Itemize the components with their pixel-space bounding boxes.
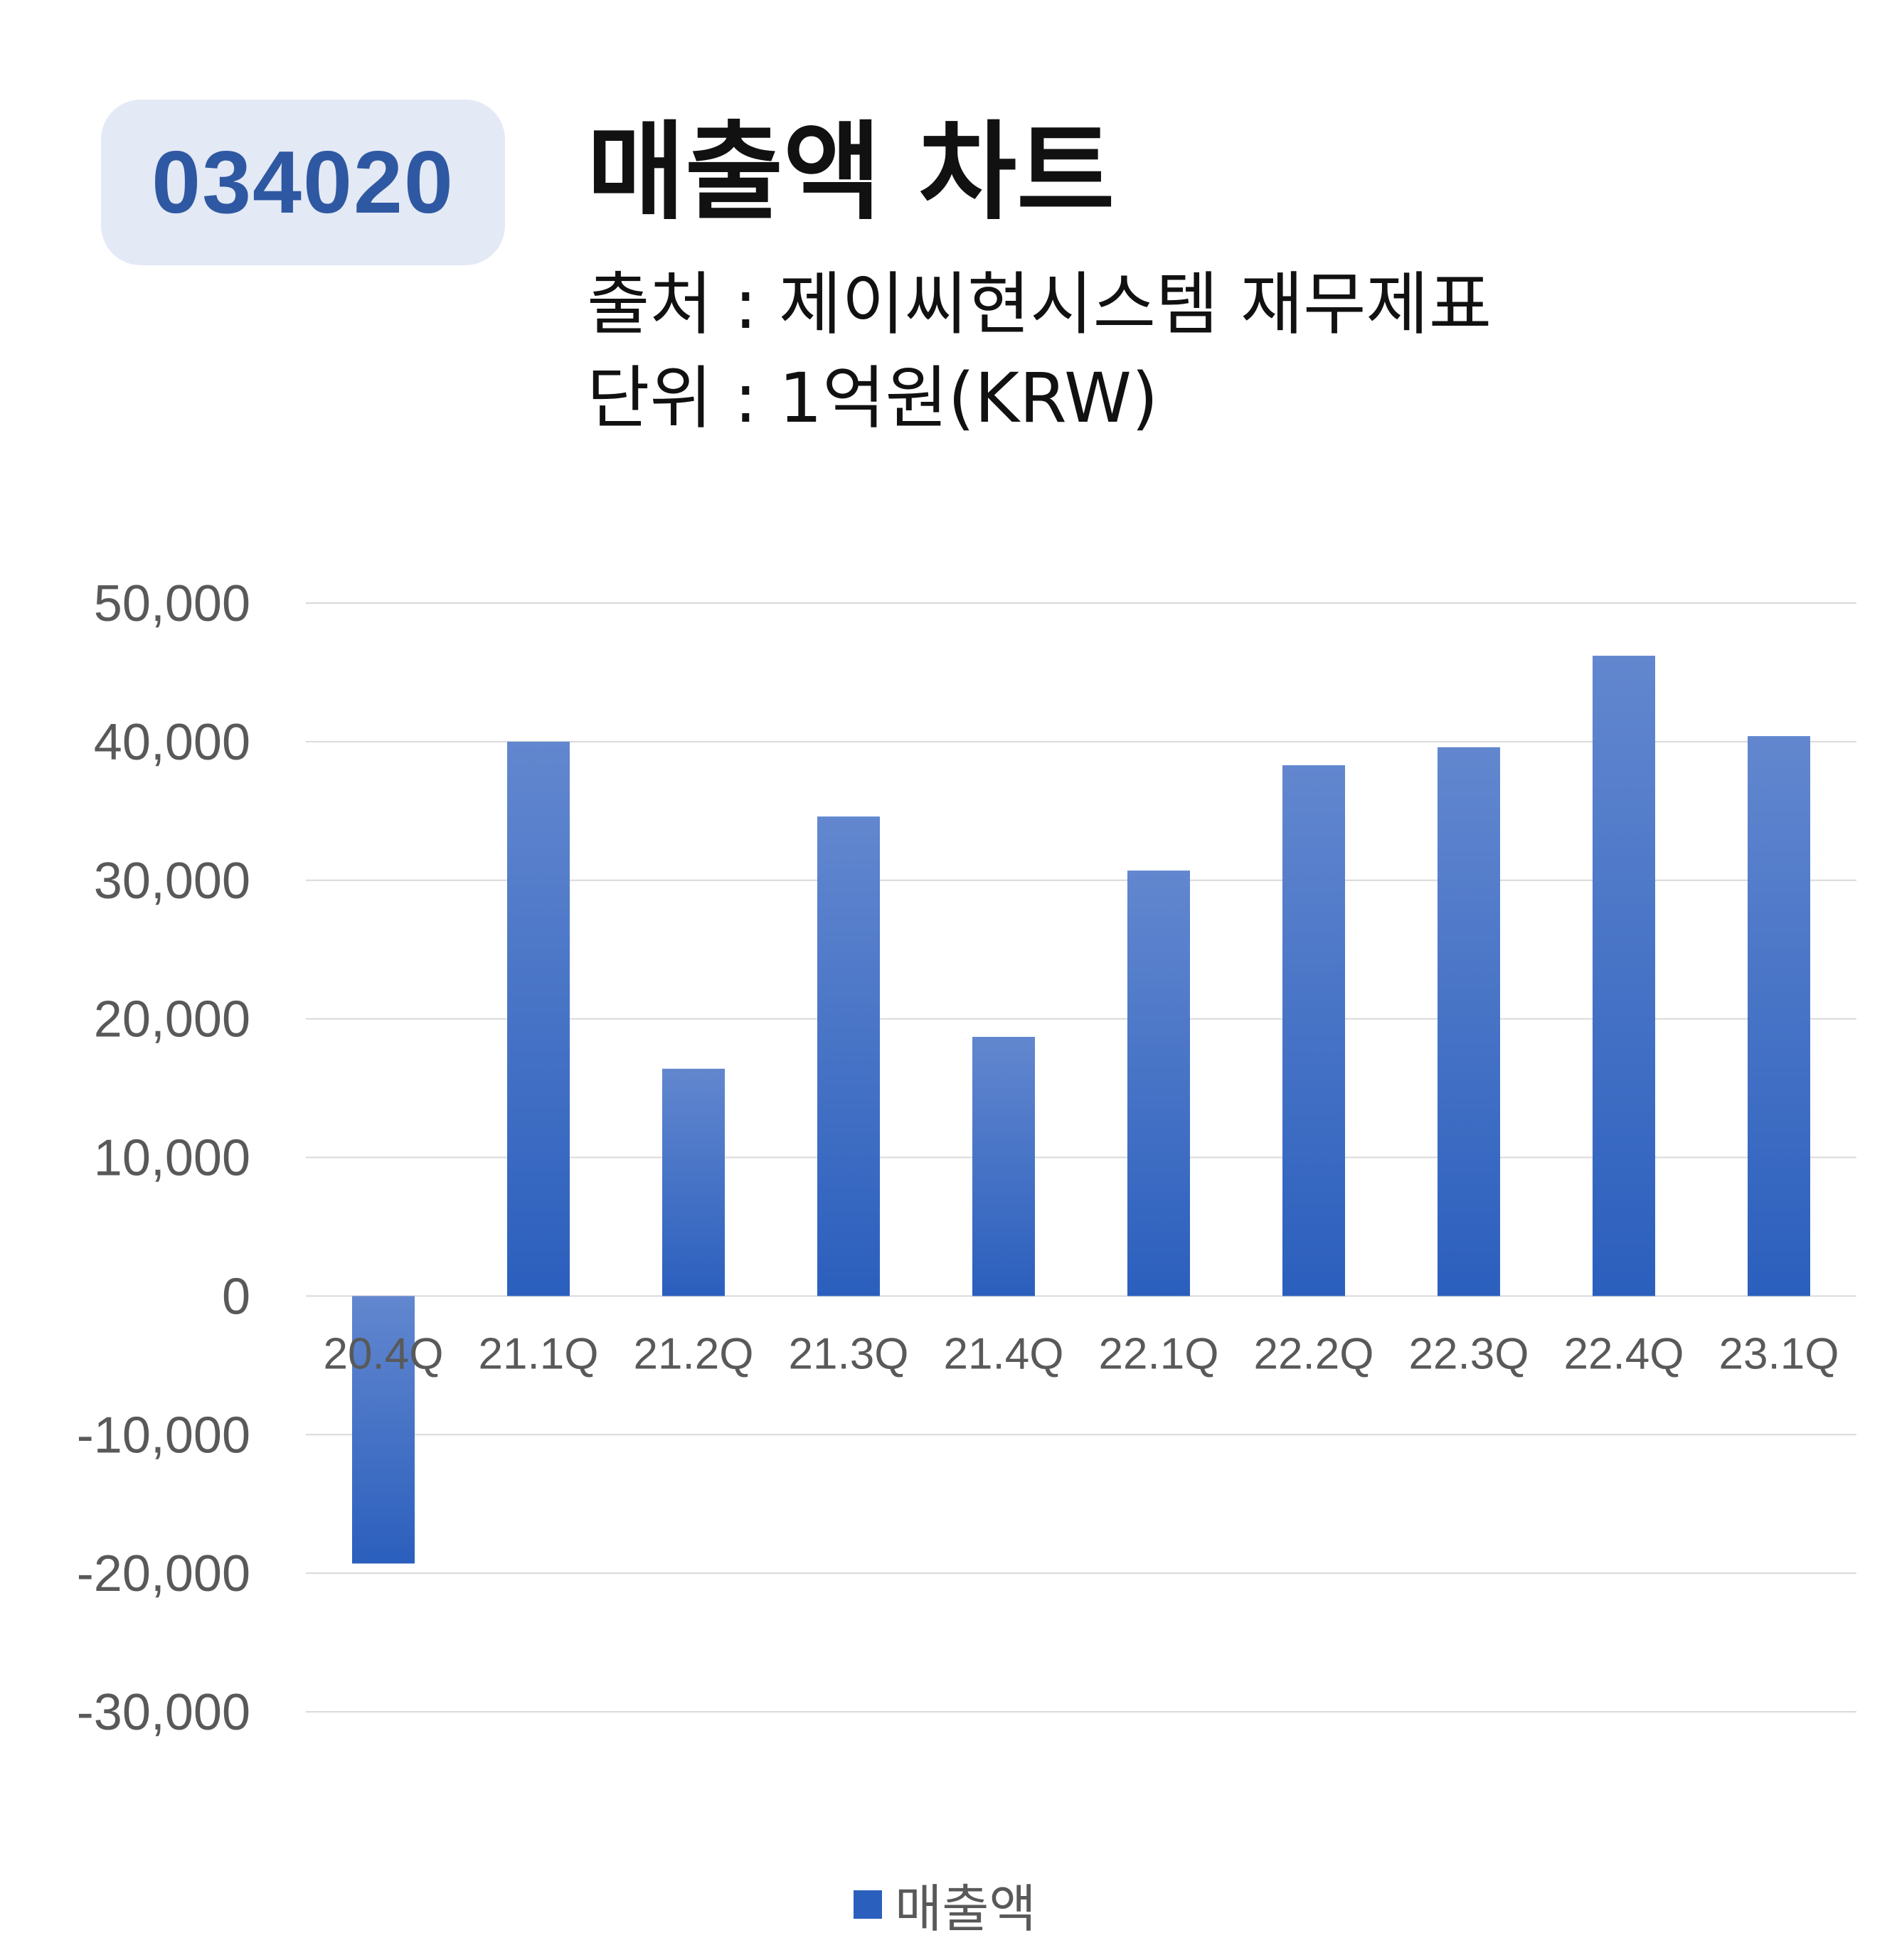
bar-22.2Q	[1282, 765, 1345, 1296]
bar-23.1Q	[1748, 736, 1810, 1296]
y-tick-label: -30,000	[77, 1684, 250, 1741]
y-tick-label: 40,000	[94, 714, 250, 771]
x-tick-label: 21.1Q	[479, 1329, 599, 1378]
unit-label: 단위 : 1억원(KRW)	[587, 358, 1159, 438]
legend-label: 매출액	[895, 1879, 1036, 1939]
x-tick-label: 20.4Q	[324, 1329, 444, 1378]
x-tick-label: 21.3Q	[789, 1329, 909, 1378]
y-tick-label: 10,000	[94, 1130, 250, 1187]
x-tick-label: 21.2Q	[634, 1329, 754, 1378]
source-label: 출처 : 제이씨현시스템 재무제표	[587, 265, 1492, 344]
y-axis-ticks: 50,000 40,000 30,000 20,000 10,000 0 -10,000 -2…	[77, 575, 250, 1741]
y-tick-label: 30,000	[94, 853, 250, 910]
bar-22.3Q	[1438, 747, 1500, 1296]
bar-21.3Q	[817, 816, 880, 1296]
chart-title: 매출액 차트	[587, 111, 1115, 235]
y-tick-label: -20,000	[77, 1545, 250, 1602]
legend: 매출액	[854, 1867, 1036, 1942]
y-tick-label: 0	[222, 1268, 250, 1325]
y-tick-label: 20,000	[94, 991, 250, 1048]
x-tick-label: 22.3Q	[1409, 1329, 1529, 1378]
bar-21.4Q	[972, 1036, 1035, 1296]
bars	[352, 656, 1810, 1564]
bar-22.4Q	[1593, 656, 1655, 1296]
bar-21.2Q	[662, 1068, 725, 1296]
bar-22.1Q	[1127, 870, 1190, 1296]
x-tick-label: 21.4Q	[944, 1329, 1064, 1378]
x-tick-label: 22.2Q	[1254, 1329, 1374, 1378]
x-axis-ticks: 20.4Q 21.1Q 21.2Q 21.3Q 21.4Q 22.1Q 22.2Q 22.3Q…	[324, 1329, 1839, 1378]
stock-code: 034020	[152, 133, 455, 232]
stock-code-badge: 034020	[101, 100, 505, 265]
y-tick-label: -10,000	[77, 1407, 250, 1464]
x-tick-label: 22.1Q	[1099, 1329, 1219, 1378]
bar-21.1Q	[507, 741, 570, 1296]
x-tick-label: 23.1Q	[1719, 1329, 1839, 1378]
y-tick-label: 50,000	[94, 575, 250, 632]
x-tick-label: 22.4Q	[1564, 1329, 1684, 1378]
bar-20.4Q	[352, 1296, 415, 1564]
legend-swatch	[854, 1890, 882, 1919]
